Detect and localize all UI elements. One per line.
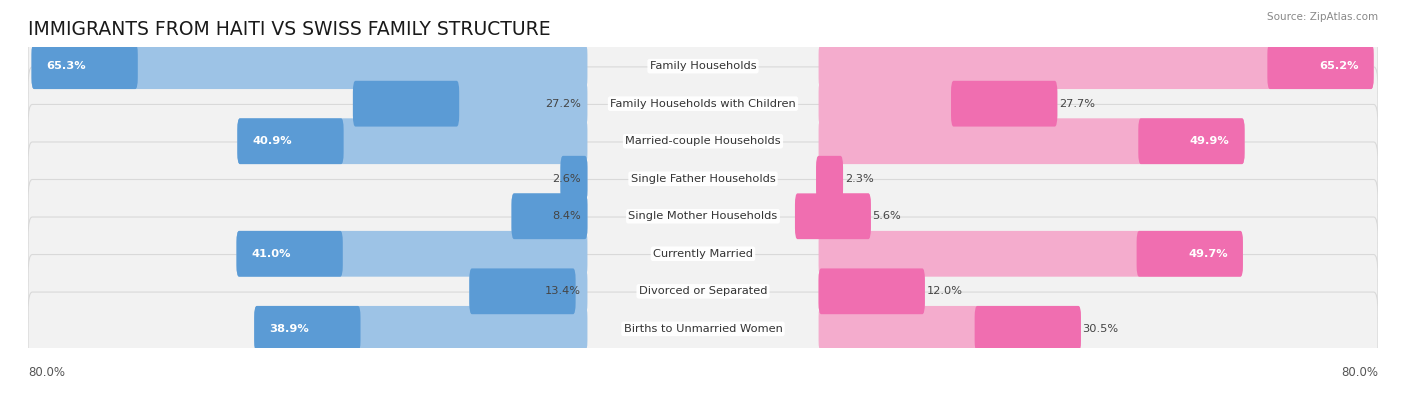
Text: 80.0%: 80.0%	[28, 366, 65, 379]
FancyBboxPatch shape	[28, 217, 1378, 291]
FancyBboxPatch shape	[353, 81, 460, 126]
Text: 41.0%: 41.0%	[252, 249, 291, 259]
FancyBboxPatch shape	[974, 306, 1081, 352]
FancyBboxPatch shape	[28, 29, 1378, 103]
FancyBboxPatch shape	[794, 194, 870, 239]
Text: 49.7%: 49.7%	[1188, 249, 1227, 259]
Text: 5.6%: 5.6%	[873, 211, 901, 221]
FancyBboxPatch shape	[31, 43, 138, 89]
Text: Single Father Households: Single Father Households	[631, 174, 775, 184]
Text: Family Households with Children: Family Households with Children	[610, 99, 796, 109]
FancyBboxPatch shape	[815, 156, 844, 201]
Text: Currently Married: Currently Married	[652, 249, 754, 259]
Text: 2.6%: 2.6%	[553, 174, 581, 184]
FancyBboxPatch shape	[28, 67, 1378, 141]
Text: 27.2%: 27.2%	[544, 99, 581, 109]
FancyBboxPatch shape	[512, 194, 588, 239]
Text: Births to Unmarried Women: Births to Unmarried Women	[624, 324, 782, 334]
Text: 30.5%: 30.5%	[1083, 324, 1119, 334]
FancyBboxPatch shape	[818, 156, 844, 201]
FancyBboxPatch shape	[254, 306, 360, 352]
FancyBboxPatch shape	[353, 81, 588, 126]
FancyBboxPatch shape	[512, 194, 588, 239]
Text: 65.2%: 65.2%	[1319, 61, 1358, 71]
FancyBboxPatch shape	[1267, 43, 1374, 89]
Text: 80.0%: 80.0%	[1341, 366, 1378, 379]
FancyBboxPatch shape	[818, 306, 1081, 352]
Text: 49.9%: 49.9%	[1189, 136, 1229, 146]
Text: Single Mother Households: Single Mother Households	[628, 211, 778, 221]
FancyBboxPatch shape	[818, 194, 870, 239]
Text: Source: ZipAtlas.com: Source: ZipAtlas.com	[1267, 12, 1378, 22]
FancyBboxPatch shape	[236, 231, 343, 276]
FancyBboxPatch shape	[1136, 231, 1243, 276]
Text: 12.0%: 12.0%	[927, 286, 963, 296]
FancyBboxPatch shape	[470, 269, 575, 314]
Text: 40.9%: 40.9%	[253, 136, 292, 146]
FancyBboxPatch shape	[561, 156, 588, 201]
FancyBboxPatch shape	[818, 269, 925, 314]
FancyBboxPatch shape	[818, 269, 925, 314]
FancyBboxPatch shape	[28, 142, 1378, 216]
FancyBboxPatch shape	[28, 179, 1378, 253]
FancyBboxPatch shape	[561, 156, 588, 201]
FancyBboxPatch shape	[818, 43, 1374, 89]
Text: IMMIGRANTS FROM HAITI VS SWISS FAMILY STRUCTURE: IMMIGRANTS FROM HAITI VS SWISS FAMILY ST…	[28, 20, 551, 39]
Text: Family Households: Family Households	[650, 61, 756, 71]
FancyBboxPatch shape	[236, 231, 588, 276]
FancyBboxPatch shape	[238, 118, 588, 164]
FancyBboxPatch shape	[238, 118, 343, 164]
FancyBboxPatch shape	[1139, 118, 1244, 164]
FancyBboxPatch shape	[818, 118, 1244, 164]
Text: 2.3%: 2.3%	[845, 174, 873, 184]
Text: 13.4%: 13.4%	[544, 286, 581, 296]
FancyBboxPatch shape	[31, 43, 588, 89]
Text: Married-couple Households: Married-couple Households	[626, 136, 780, 146]
FancyBboxPatch shape	[254, 306, 588, 352]
Text: 38.9%: 38.9%	[270, 324, 309, 334]
FancyBboxPatch shape	[28, 292, 1378, 366]
FancyBboxPatch shape	[950, 81, 1057, 126]
Text: 65.3%: 65.3%	[46, 61, 86, 71]
Text: Divorced or Separated: Divorced or Separated	[638, 286, 768, 296]
Text: 27.7%: 27.7%	[1059, 99, 1095, 109]
FancyBboxPatch shape	[28, 254, 1378, 328]
Text: 8.4%: 8.4%	[553, 211, 581, 221]
FancyBboxPatch shape	[28, 104, 1378, 178]
FancyBboxPatch shape	[818, 231, 1243, 276]
FancyBboxPatch shape	[818, 81, 1057, 126]
FancyBboxPatch shape	[470, 269, 588, 314]
